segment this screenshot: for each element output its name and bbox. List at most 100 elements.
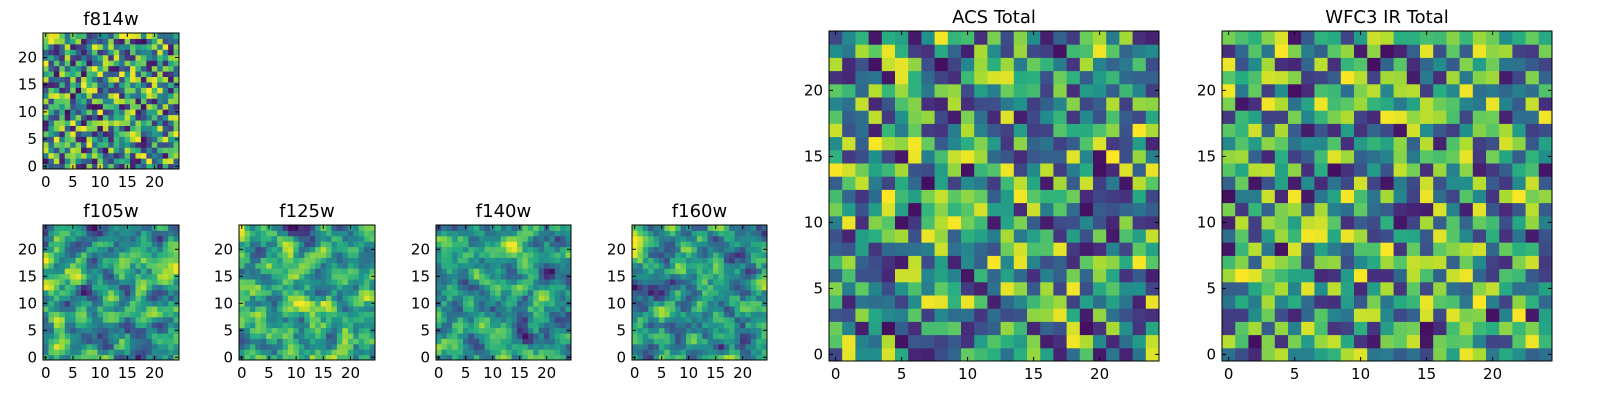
heatmap-cell xyxy=(544,338,550,345)
heatmap-cell xyxy=(1393,57,1408,72)
heatmap-cell xyxy=(538,349,545,356)
heatmap-cell xyxy=(277,279,284,285)
heatmap-cell xyxy=(304,295,311,302)
x-tick-label: 10 xyxy=(1351,365,1370,383)
heatmap-cell xyxy=(1000,163,1015,177)
heatmap-cell xyxy=(479,268,486,275)
heatmap-cell xyxy=(108,311,115,318)
heatmap-cell xyxy=(146,114,153,121)
heatmap-cell xyxy=(1040,97,1054,111)
heatmap-cell xyxy=(648,300,655,307)
heatmap-cell xyxy=(506,316,513,323)
heatmap-cell xyxy=(298,284,305,291)
heatmap-cell xyxy=(729,279,736,285)
heatmap-cell xyxy=(130,163,136,170)
heatmap-cell xyxy=(48,81,55,88)
heatmap-cell xyxy=(1499,83,1513,98)
heatmap-cell xyxy=(1040,70,1054,85)
heatmap-cell xyxy=(648,273,655,280)
heatmap-cell xyxy=(446,300,453,307)
heatmap-cell xyxy=(1261,334,1276,349)
heatmap-cell xyxy=(632,262,638,269)
heatmap-cell xyxy=(1040,229,1054,243)
heatmap-cell xyxy=(745,338,752,345)
heatmap-cell xyxy=(91,257,98,264)
heatmap-cell xyxy=(1145,255,1160,270)
heatmap-cell xyxy=(119,43,126,50)
heatmap-cell xyxy=(358,349,365,356)
heatmap-cell xyxy=(484,322,491,329)
heatmap-cell xyxy=(369,225,376,231)
heatmap-cell xyxy=(565,322,572,329)
heatmap-cell xyxy=(135,279,142,285)
heatmap-cell xyxy=(1288,215,1302,230)
heatmap-cell xyxy=(59,103,66,110)
heatmap-cell xyxy=(1393,44,1408,58)
heatmap-cell xyxy=(43,241,49,248)
heatmap-cell xyxy=(642,311,649,318)
heatmap-cell xyxy=(86,92,93,99)
heatmap-cell xyxy=(1327,229,1342,243)
heatmap-cell xyxy=(1499,229,1513,243)
heatmap-cell xyxy=(446,230,453,237)
heatmap-cell xyxy=(1433,83,1447,98)
heatmap-cell xyxy=(707,284,714,291)
heatmap-cell xyxy=(1053,334,1068,349)
heatmap-cell xyxy=(1420,242,1434,256)
heatmap-cell xyxy=(287,257,294,264)
heatmap-cell xyxy=(538,289,545,296)
heatmap-cell xyxy=(168,246,175,253)
heatmap-cell xyxy=(108,273,115,280)
heatmap-cell xyxy=(829,308,843,322)
heatmap-cell xyxy=(1145,202,1160,217)
heatmap-cell xyxy=(271,300,278,307)
heatmap-cell xyxy=(723,262,730,269)
heatmap-cell xyxy=(1066,136,1081,151)
heatmap-cell xyxy=(1066,268,1081,283)
heatmap-cell xyxy=(1000,70,1015,85)
heatmap-cell xyxy=(168,257,175,264)
heatmap-cell xyxy=(436,284,442,291)
heatmap-cell xyxy=(124,343,131,350)
heatmap-cell xyxy=(113,163,120,170)
heatmap-cell xyxy=(527,295,534,302)
heatmap-cell xyxy=(1380,189,1395,204)
heatmap-cell xyxy=(934,97,949,111)
heatmap-cell xyxy=(64,152,71,159)
heatmap-cell xyxy=(1093,176,1107,190)
heatmap-cell xyxy=(326,311,332,318)
heatmap-cell xyxy=(718,354,725,361)
heatmap-cell xyxy=(304,333,311,339)
heatmap-cell xyxy=(675,279,682,285)
heatmap-cell xyxy=(713,246,719,253)
heatmap-cell xyxy=(1248,44,1263,58)
heatmap-cell xyxy=(642,300,649,307)
heatmap-cell xyxy=(157,43,164,50)
heatmap-cell xyxy=(686,316,692,323)
heatmap-cell xyxy=(544,273,550,280)
heatmap-cell xyxy=(659,284,665,291)
heatmap-cell xyxy=(151,136,158,143)
heatmap-cell xyxy=(135,349,142,356)
heatmap-cell xyxy=(653,295,660,302)
heatmap-cell xyxy=(691,235,698,242)
heatmap-cell xyxy=(135,114,142,121)
heatmap-cell xyxy=(659,241,665,248)
heatmap-cell xyxy=(1027,321,1041,336)
heatmap-cell xyxy=(1406,136,1421,151)
heatmap-cell xyxy=(97,87,104,94)
heatmap-cell xyxy=(102,273,109,280)
heatmap-cell xyxy=(1093,255,1107,270)
heatmap-cells xyxy=(632,225,768,361)
heatmap-cell xyxy=(1066,176,1081,190)
heatmap-cell xyxy=(287,284,294,291)
heatmap-cell xyxy=(108,141,115,148)
heatmap-cell xyxy=(511,241,518,248)
heatmap-cell xyxy=(1222,57,1236,72)
heatmap-cell xyxy=(75,76,82,83)
heatmap-cell xyxy=(664,241,671,248)
heatmap-cell xyxy=(947,176,962,190)
heatmap-cell xyxy=(934,123,949,138)
heatmap-cell xyxy=(124,136,131,143)
heatmap-cell xyxy=(637,338,644,345)
